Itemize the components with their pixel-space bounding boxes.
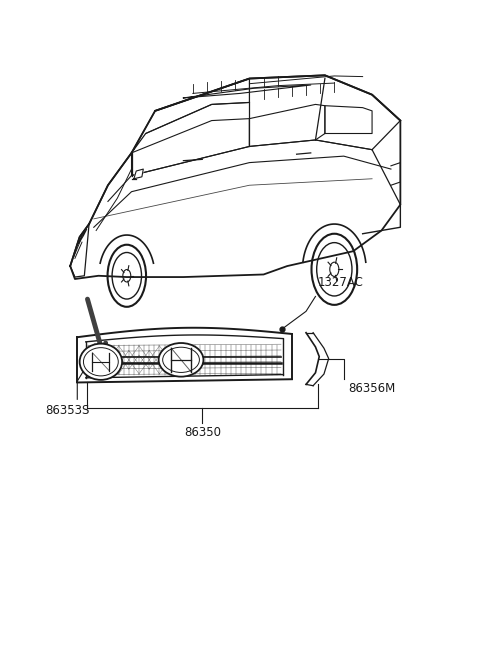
Polygon shape: [134, 169, 144, 179]
Text: 86350: 86350: [184, 426, 221, 440]
Ellipse shape: [80, 344, 122, 380]
Ellipse shape: [84, 348, 118, 376]
Ellipse shape: [163, 347, 199, 373]
Text: 1327AC: 1327AC: [318, 276, 364, 289]
Text: 86356M: 86356M: [348, 383, 396, 396]
Ellipse shape: [158, 343, 204, 377]
Text: 86353S: 86353S: [46, 403, 90, 417]
